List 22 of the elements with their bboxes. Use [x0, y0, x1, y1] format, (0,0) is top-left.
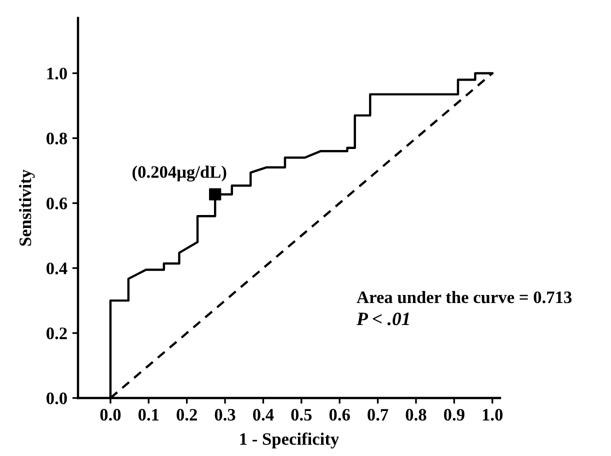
- y-tick-label: 0.0: [46, 392, 67, 404]
- x-tick-label: 0.8: [406, 408, 426, 421]
- x-tick-label: 0.6: [329, 408, 350, 421]
- annotation: P < .01: [356, 312, 409, 326]
- x-tick-label: 0.2: [176, 408, 197, 421]
- y-tick-label: 0.2: [46, 328, 67, 340]
- x-tick-label: 0.7: [368, 408, 388, 421]
- x-tick-label: 0.4: [253, 408, 274, 421]
- x-tick-label: 0.5: [291, 408, 312, 421]
- y-axis-title: Sensitivity: [18, 170, 35, 246]
- annotation: (0.204μg/dL): [132, 166, 226, 182]
- y-tick-label: 1.0: [47, 68, 67, 80]
- y-tick-label: 0.4: [46, 262, 68, 274]
- x-tick-label: 0.0: [100, 408, 121, 421]
- x-axis-title: 1 - Specificity: [240, 432, 339, 448]
- x-tick-label: 1.0: [482, 408, 503, 421]
- y-tick-label: 0.8: [46, 132, 68, 144]
- x-tick-label: 0.9: [444, 408, 464, 421]
- annotation: Area under the curve = 0.713: [356, 290, 572, 304]
- x-tick-label: 0.1: [138, 408, 159, 421]
- x-tick-label: 0.3: [214, 408, 236, 421]
- y-tick-label: 0.6: [46, 198, 68, 210]
